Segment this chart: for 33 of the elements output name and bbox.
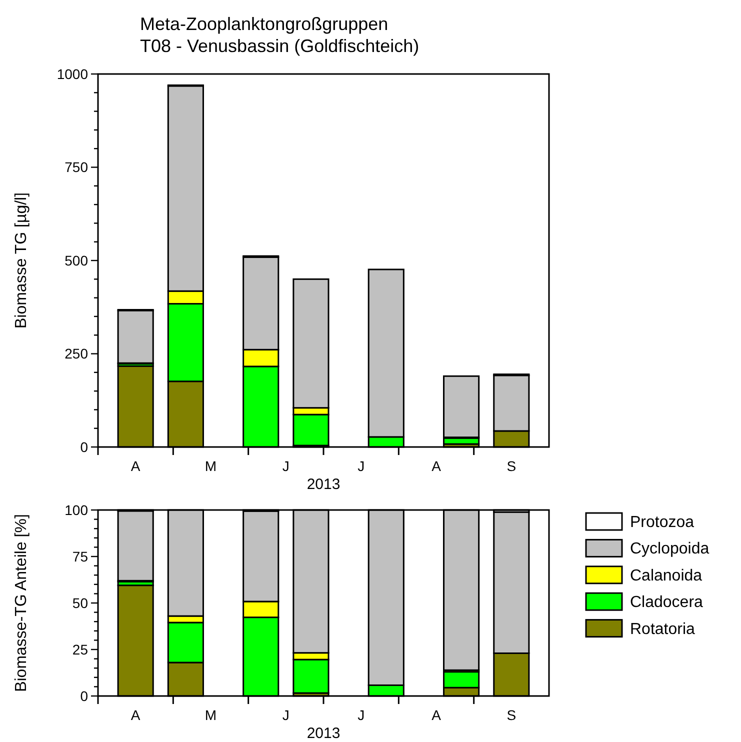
y-tick-label: 25	[72, 641, 88, 658]
y-tick-label: 100	[64, 502, 88, 518]
x-tick-label: A	[130, 458, 141, 474]
x-tick-label: A	[432, 458, 442, 474]
x-axis-title: 2013	[306, 725, 340, 742]
legend-label: Calanoida	[630, 567, 702, 584]
y-tick-label: 250	[64, 346, 88, 362]
y-tick-label: 1000	[56, 66, 88, 82]
legend-label: Rotatoria	[630, 620, 696, 638]
y-axis-title: Biomasse TG [µg/l]	[13, 192, 30, 329]
chart-subtitle: T08 - Venusbassin (Goldfischteich)	[140, 36, 420, 56]
x-tick-label: J	[282, 458, 290, 474]
legend-label: Cyclopoida	[630, 540, 710, 558]
x-axis-title: 2013	[306, 476, 340, 493]
legend-label: Cladocera	[630, 594, 704, 612]
x-tick-label: S	[506, 707, 516, 723]
x-tick-label: A	[432, 707, 442, 723]
y-tick-label: 0	[80, 438, 88, 455]
x-tick-label: M	[204, 458, 217, 474]
y-tick-label: 50	[72, 594, 88, 611]
x-tick-label: M	[204, 707, 217, 723]
x-tick-label: A	[130, 707, 141, 723]
x-tick-label: J	[358, 707, 365, 723]
chart-title: Meta-Zooplanktongroßgruppen	[140, 14, 388, 34]
x-tick-label: J	[282, 707, 290, 723]
x-tick-label: J	[358, 458, 365, 474]
legend-label: Protozoa	[630, 514, 694, 531]
y-tick-label: 500	[64, 252, 88, 268]
y-tick-label: 75	[72, 548, 88, 564]
y-axis-title: Biomasse-TG Anteile [%]	[13, 514, 30, 692]
y-tick-label: 750	[64, 159, 88, 176]
y-tick-label: 0	[80, 688, 88, 704]
x-tick-label: S	[506, 458, 516, 474]
